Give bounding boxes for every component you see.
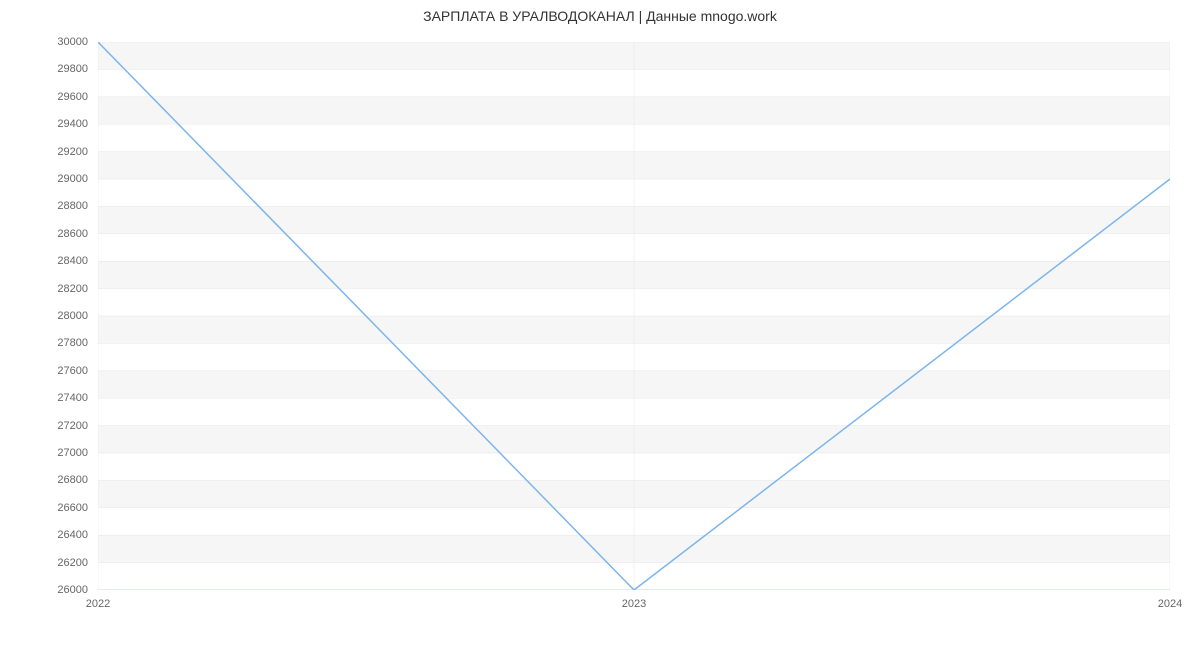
y-tick-label: 29400 <box>57 118 88 130</box>
chart-title: ЗАРПЛАТА В УРАЛВОДОКАНАЛ | Данные mnogo.… <box>0 8 1200 24</box>
x-axis-labels: 202220232024 <box>98 596 1170 616</box>
y-tick-label: 26400 <box>57 529 88 541</box>
x-tick-label: 2023 <box>622 598 646 610</box>
y-tick-label: 27200 <box>57 420 88 432</box>
y-tick-label: 26000 <box>57 584 88 596</box>
y-tick-label: 26200 <box>57 557 88 569</box>
y-tick-label: 29800 <box>57 63 88 75</box>
y-axis-labels: 2600026200264002660026800270002720027400… <box>0 42 92 590</box>
x-tick-label: 2022 <box>86 598 110 610</box>
y-tick-label: 26800 <box>57 474 88 486</box>
y-tick-label: 28400 <box>57 255 88 267</box>
y-tick-label: 28600 <box>57 228 88 240</box>
y-tick-label: 27600 <box>57 365 88 377</box>
y-tick-label: 27000 <box>57 447 88 459</box>
y-tick-label: 26600 <box>57 502 88 514</box>
y-tick-label: 27800 <box>57 337 88 349</box>
y-tick-label: 28200 <box>57 283 88 295</box>
plot-area <box>98 42 1170 590</box>
y-tick-label: 29000 <box>57 173 88 185</box>
y-tick-label: 29600 <box>57 91 88 103</box>
y-tick-label: 27400 <box>57 392 88 404</box>
y-tick-label: 29200 <box>57 146 88 158</box>
y-tick-label: 28800 <box>57 200 88 212</box>
x-tick-label: 2024 <box>1158 598 1182 610</box>
y-tick-label: 30000 <box>57 36 88 48</box>
salary-line-chart: ЗАРПЛАТА В УРАЛВОДОКАНАЛ | Данные mnogo.… <box>0 0 1200 650</box>
y-tick-label: 28000 <box>57 310 88 322</box>
